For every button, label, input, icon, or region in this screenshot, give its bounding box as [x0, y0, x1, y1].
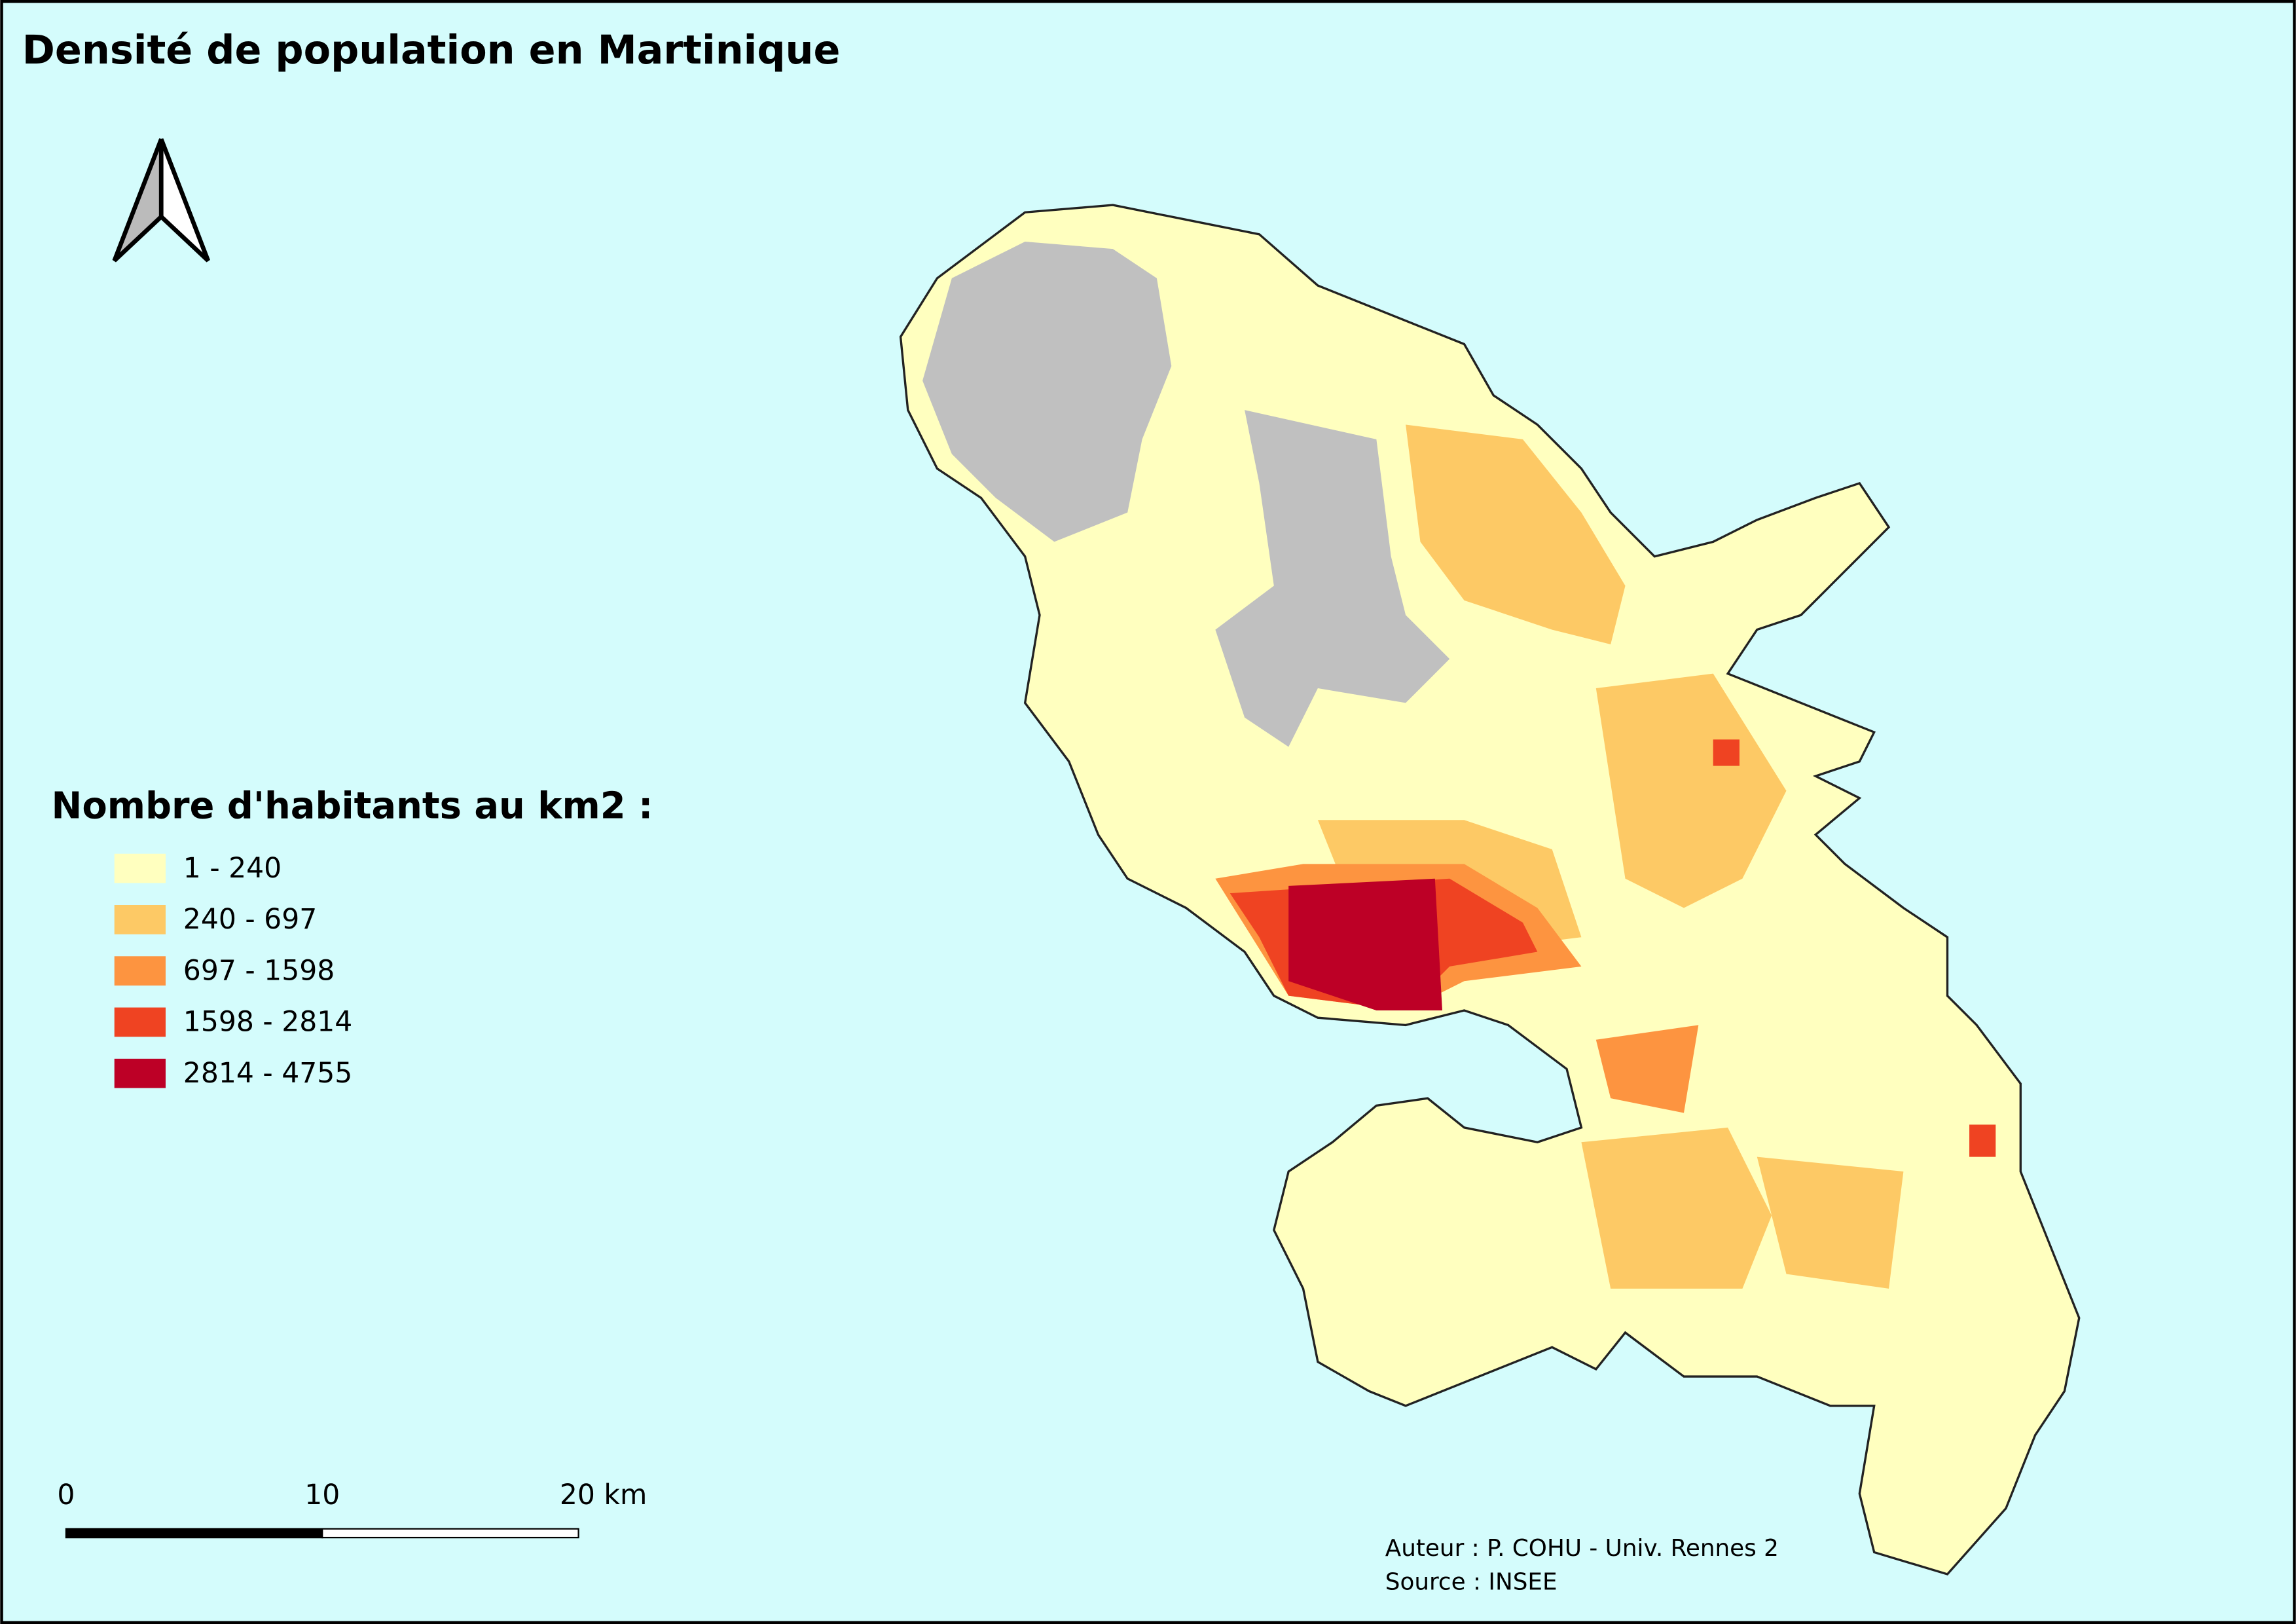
- island: [899, 204, 2081, 1576]
- legend-swatch: [114, 956, 166, 986]
- legend-swatch: [114, 1058, 166, 1088]
- legend-swatch: [114, 1007, 166, 1037]
- legend-title: Nombre d'habitants au km2 :: [52, 785, 653, 828]
- credit: Source : INSEE: [1385, 1568, 1558, 1595]
- legend-label: 1598 - 2814: [183, 1006, 352, 1039]
- legend-label: 240 - 697: [183, 904, 317, 936]
- legend-label: 1 - 240: [183, 853, 282, 885]
- north-arrow: [112, 138, 210, 263]
- map-title: Densité de population en Martinique: [22, 28, 841, 73]
- scale-label: 10: [304, 1479, 340, 1511]
- scale-bar: [65, 1528, 579, 1539]
- scale-label: 20 km: [560, 1479, 647, 1511]
- legend-label: 697 - 1598: [183, 955, 335, 987]
- legend-label: 2814 - 4755: [183, 1058, 352, 1090]
- legend-swatch: [114, 853, 166, 883]
- legend: 1 - 240 240 - 697 697 - 1598 1598 - 2814 281…: [114, 853, 352, 1090]
- credit: Auteur : P. COHU - Univ. Rennes 2: [1385, 1535, 1779, 1562]
- legend-swatch: [114, 905, 166, 934]
- scale-label: 0: [57, 1479, 75, 1511]
